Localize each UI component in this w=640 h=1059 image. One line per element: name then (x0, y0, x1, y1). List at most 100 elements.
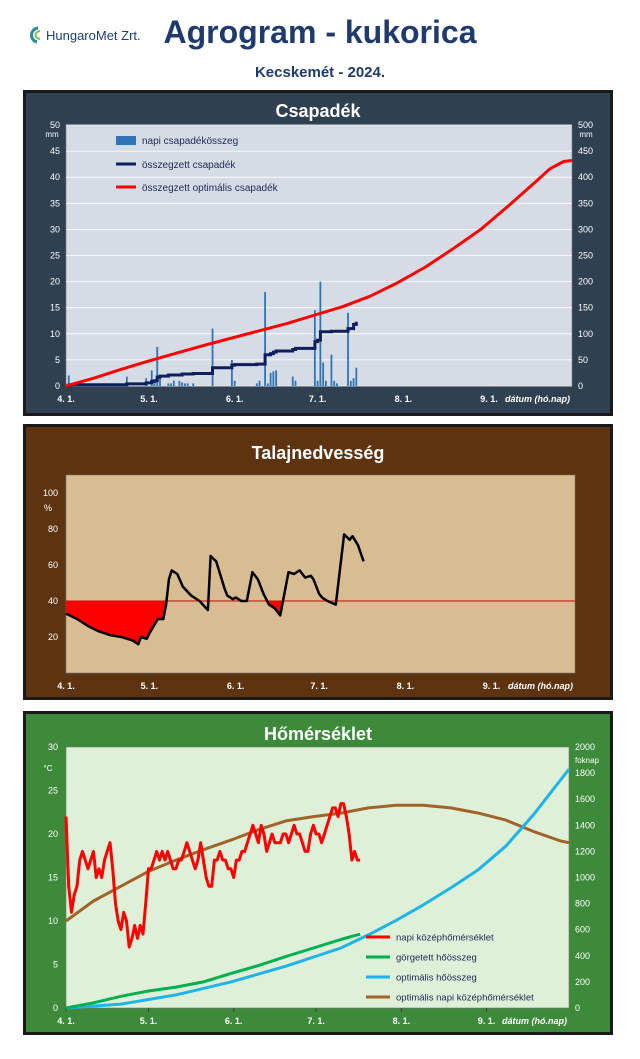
y-tick-label: 80 (48, 524, 58, 534)
y-tick-label-right: 0 (578, 381, 583, 391)
soil-moisture-panel: Talajnedvesség 4. 1. 5. 1. 6. 1. 7. 1. 8. 1. 9… (23, 424, 613, 700)
y-tick-label-left: 45 (50, 146, 60, 156)
chart-title: Talajnedvesség (252, 443, 385, 463)
logo-text: HungaroMet Zrt. (46, 27, 141, 43)
y-tick-label-right: 800 (575, 899, 590, 909)
y-tick-label-left: 20 (50, 277, 60, 287)
x-axis-label: dátum (hó.nap) (505, 394, 570, 404)
precipitation-bar (325, 380, 327, 386)
y-tick-label-right: 1600 (575, 794, 595, 804)
precipitation-panel: Csapadék 4. 1. 5. 1. 6. 1. 7. 1. 8. 1. 9. 1. dá… (23, 90, 613, 416)
y-tick-label-right: 2000 (575, 742, 595, 752)
x-tick-label: 8. 1. (397, 681, 415, 691)
optimal-cumulative-precipitation-line (65, 159, 573, 388)
y-tick-label-right: 1400 (575, 820, 595, 830)
precipitation-bar (181, 382, 184, 386)
precipitation-bar (330, 354, 333, 386)
x-tick-label: 5. 1. (140, 394, 158, 404)
logo-icon (30, 26, 41, 44)
y-tick-label-right: 150 (578, 303, 593, 313)
plot-area (65, 746, 570, 1009)
optimal-daily-mean-temperature-line (65, 803, 570, 923)
y-tick-label-right: 200 (575, 977, 590, 987)
y-tick-label-left: 0 (53, 1003, 58, 1013)
y-tick-label-right: 500 (578, 120, 593, 130)
y-tick-label-left: 10 (48, 916, 58, 926)
page-title: Agrogram - kukorica (163, 14, 477, 50)
y-tick-label-right: 1000 (575, 873, 595, 883)
precipitation-bar (352, 378, 355, 386)
y-tick-label-left: 0 (55, 381, 60, 391)
precipitation-bar (349, 380, 352, 386)
y-axis-label-right: foknap (575, 756, 600, 765)
precipitation-bar (322, 362, 325, 386)
y-tick-label-left: 15 (48, 873, 58, 883)
y-tick-label-right: 400 (575, 951, 590, 961)
precipitation-bar (183, 383, 186, 386)
y-axis-label: % (44, 503, 52, 513)
x-tick-label: 8. 1. (395, 394, 413, 404)
y-tick-label-right: 50 (578, 355, 588, 365)
x-tick-label: 9. 1. (483, 681, 501, 691)
precipitation-bar (355, 367, 358, 386)
x-tick-label: 6. 1. (227, 681, 245, 691)
precipitation-bar (150, 370, 153, 386)
y-tick-label-right: 250 (578, 251, 593, 261)
deficit-area (66, 601, 167, 645)
precipitation-bar (186, 383, 189, 386)
x-tick-label: 7. 1. (309, 394, 327, 404)
temperature-panel: Hőmérséklet 4. 1. 5. 1. 6. 1. 7. 1. 8. 1. 9. 1… (23, 711, 613, 1035)
cumulative-precipitation-line (66, 321, 358, 388)
y-tick-label-left: 40 (50, 172, 60, 182)
y-tick-label-right: 450 (578, 146, 593, 156)
precipitation-bar (269, 372, 272, 386)
precipitation-bar (275, 370, 278, 386)
y-tick-label-right: 100 (578, 329, 593, 339)
precipitation-bar (125, 376, 128, 386)
y-tick-label-left: 10 (50, 329, 60, 339)
page-subtitle: Kecskemét - 2024. (254, 64, 386, 81)
y-tick-label-right: 350 (578, 198, 593, 208)
y-tick-label-right: 200 (578, 277, 593, 287)
precipitation-bar (272, 371, 275, 386)
y-tick-label: 100 (43, 488, 58, 498)
y-tick-label-left: 50 (50, 120, 60, 130)
precipitation-bar (192, 383, 195, 386)
daily-mean-temperature-line (64, 802, 361, 949)
y-axis-label-right: mm (579, 130, 593, 139)
y-tick-label: 40 (48, 596, 58, 606)
y-tick-label-right: 600 (575, 925, 590, 935)
legend-label: összegzett optimális csapadék (142, 183, 279, 194)
x-tick-label: 5. 1. (141, 681, 159, 691)
precipitation-bar (231, 359, 233, 386)
y-tick-label-left: 30 (50, 224, 60, 234)
precipitation-bar (156, 346, 159, 386)
y-tick-label: 60 (48, 560, 58, 570)
soil-moisture-chart: Talajnedvesség 4. 1. 5. 1. 6. 1. 7. 1. 8. 1. 9… (26, 427, 610, 697)
legend-label: görgetett hőösszeg (396, 953, 477, 964)
legend-label: összegzett csapadék (142, 160, 236, 171)
rolling-heat-sum-line (65, 932, 361, 1010)
y-axis-label-left: °C (44, 764, 53, 773)
chart-title: Csapadék (275, 101, 361, 121)
precipitation-bar (316, 380, 319, 386)
y-tick-label-left: 20 (48, 829, 58, 839)
y-tick-label-left: 25 (50, 251, 60, 261)
y-tick-label-right: 1200 (575, 846, 595, 856)
soil-moisture-line (65, 533, 365, 646)
y-tick-label-right: 300 (578, 224, 593, 234)
precipitation-bar (336, 383, 338, 386)
y-tick-label-right: 1800 (575, 768, 595, 778)
x-tick-label: 8. 1. (393, 1016, 411, 1026)
precipitation-bar (170, 383, 172, 386)
y-tick-label-left: 5 (55, 355, 60, 365)
x-tick-label: 6. 1. (225, 1016, 243, 1026)
legend-swatch-bars (116, 136, 136, 145)
precipitation-bar (347, 312, 349, 386)
precipitation-bar (266, 383, 269, 386)
y-tick-label-left: 25 (48, 786, 58, 796)
precipitation-bar (172, 380, 175, 386)
precipitation-bar (67, 375, 70, 386)
x-tick-label: 9. 1. (480, 394, 498, 404)
precipitation-bar (258, 380, 261, 386)
